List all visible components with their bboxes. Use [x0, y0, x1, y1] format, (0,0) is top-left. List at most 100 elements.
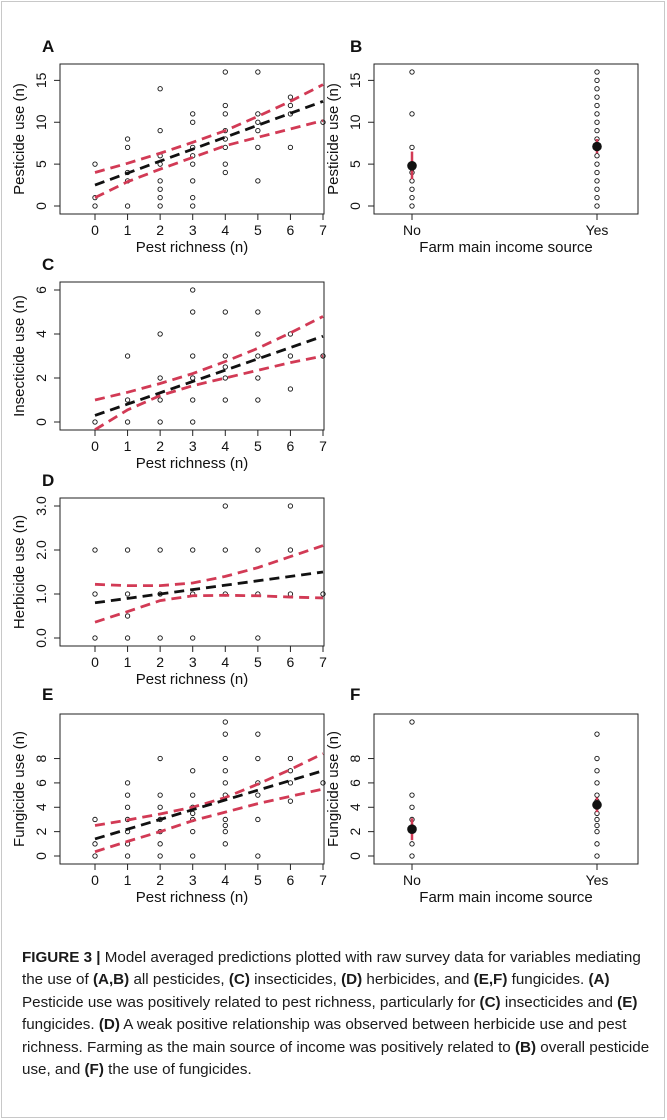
x-axis-title: Farm main income source: [419, 239, 592, 256]
data-point: [92, 841, 98, 847]
data-point: [409, 111, 415, 117]
data-point: [222, 375, 228, 381]
y-tick-label: 8: [347, 754, 363, 762]
data-point: [287, 503, 294, 509]
data-point: [594, 186, 600, 192]
data-point: [287, 547, 294, 553]
data-point: [190, 635, 196, 641]
data-point: [124, 804, 131, 810]
caption-run-2: all pesticides,: [129, 971, 229, 989]
data-point: [92, 419, 98, 425]
data-point: [287, 780, 294, 786]
data-point: [190, 810, 196, 817]
x-tick-label: 2: [156, 654, 164, 670]
x-tick-label: Yes: [586, 872, 609, 888]
y-tick-label: 8: [33, 754, 49, 762]
data-point: [594, 194, 600, 201]
data-point: [92, 547, 98, 553]
data-point: [222, 69, 228, 75]
x-tick-label: 0: [91, 438, 99, 454]
data-point: [222, 397, 228, 403]
data-point: [594, 77, 600, 84]
y-axis-title: Insecticide use (n): [11, 295, 28, 417]
data-point: [157, 792, 163, 798]
data-point: [594, 768, 600, 774]
data-point: [92, 853, 98, 859]
data-point: [409, 841, 415, 847]
y-tick-label: 10: [347, 114, 363, 130]
data-point: [287, 353, 294, 359]
y-tick-label: 4: [33, 330, 49, 338]
data-point: [594, 828, 600, 835]
panel-c: C 0 1 2 3 4 5 6 7 Pest richness (n) 0 2 4 6 Insecticid…: [11, 255, 327, 472]
x-tick-label: 2: [156, 438, 164, 454]
data-point: [190, 792, 196, 798]
x-tick-label: 6: [287, 654, 295, 670]
y-tick-label: 0: [33, 418, 49, 426]
y-axis-title: Fungicide use (n): [325, 731, 342, 847]
x-tick-label: 7: [319, 872, 327, 888]
data-point: [124, 635, 131, 641]
data-point: [190, 828, 196, 835]
data-point: [594, 127, 600, 134]
data-point: [255, 69, 261, 75]
data-point: [255, 816, 261, 823]
data-point: [124, 353, 131, 359]
panel-label-d: D: [42, 471, 54, 490]
caption-run-11: (C): [479, 993, 501, 1011]
x-tick-label: 5: [254, 222, 262, 238]
data-point: [409, 719, 415, 725]
data-point: [255, 375, 261, 381]
data-point: [222, 816, 228, 823]
x-tick-label: 5: [254, 438, 262, 454]
plot-frame: [59, 63, 325, 215]
ci-upper-line: [94, 544, 324, 588]
x-tick-label: 0: [91, 222, 99, 238]
x-axis-title: Pest richness (n): [136, 889, 249, 906]
caption-run-3: (C): [228, 971, 250, 989]
ci-lower-line: [94, 787, 324, 854]
panel-a: A 0 1 2 3 4 5 6 7 Pest richness (n) 0 5 10 15 Pesticid…: [11, 37, 327, 256]
data-point: [287, 144, 294, 151]
data-point: [287, 591, 294, 597]
fit-line: [94, 769, 324, 841]
data-point: [222, 144, 228, 151]
x-tick-label: 7: [319, 222, 327, 238]
data-point: [594, 755, 600, 762]
data-point: [255, 127, 261, 134]
data-point: [255, 397, 261, 403]
caption-run-19: (F): [84, 1061, 104, 1079]
caption-run-13: (E): [617, 993, 638, 1011]
x-tick-label: 1: [124, 654, 132, 670]
data-point: [409, 853, 415, 859]
data-point: [92, 161, 98, 167]
data-point: [190, 203, 196, 209]
data-point: [320, 591, 326, 597]
data-point: [255, 144, 261, 151]
x-tick-label: 1: [124, 872, 132, 888]
y-tick-label: 15: [33, 72, 49, 88]
data-point: [157, 178, 163, 184]
data-point: [222, 755, 228, 762]
y-tick-label: 6: [33, 779, 49, 787]
y-tick-label: 0.0: [33, 628, 49, 648]
data-point: [222, 309, 228, 315]
data-point: [157, 853, 163, 859]
data-point: [287, 94, 294, 100]
ci-upper-line: [94, 315, 324, 402]
panel-label-f: F: [350, 685, 360, 704]
data-point: [287, 798, 294, 804]
data-point: [255, 309, 261, 315]
panel-label-a: A: [42, 37, 54, 56]
caption-run-7: (E,F): [473, 971, 508, 989]
data-point: [255, 792, 261, 798]
data-point: [157, 804, 163, 810]
data-point: [287, 386, 294, 392]
data-point: [222, 111, 228, 117]
y-axis-title: Pesticide use (n): [11, 83, 28, 195]
data-point: [594, 69, 600, 75]
caption-run-6: herbicides, and: [362, 971, 474, 989]
data-point: [594, 822, 600, 829]
